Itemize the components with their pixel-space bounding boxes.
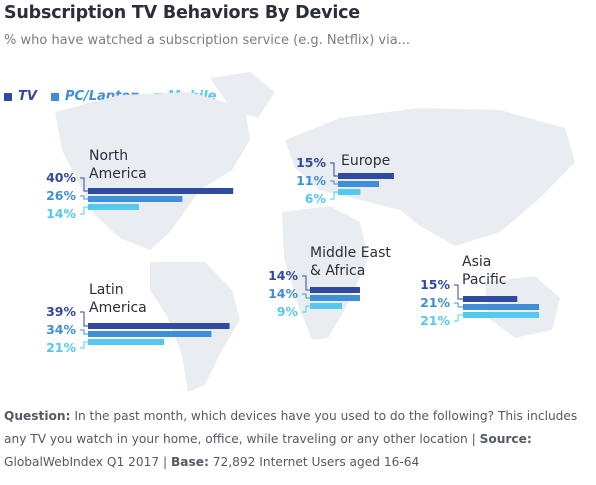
region-group: Europe 15% 11% 6%	[296, 153, 394, 206]
bar-tv	[88, 323, 230, 329]
bar-mobile	[88, 339, 165, 345]
region-group: Middle East & Africa 14% 14% 9%	[268, 245, 391, 319]
bar-tv	[338, 173, 394, 179]
value-label: 14%	[268, 268, 298, 283]
value-label: 21%	[46, 340, 76, 355]
value-connector	[330, 191, 338, 200]
region-label: Latin	[89, 282, 124, 298]
region-label: & Africa	[310, 263, 365, 279]
bar-mobile	[310, 303, 343, 309]
region-label: Europe	[341, 153, 390, 169]
region-label: America	[89, 300, 147, 316]
value-label: 6%	[305, 191, 327, 206]
bar-mobile	[338, 189, 361, 195]
base-label: Base:	[170, 455, 209, 469]
value-connector	[454, 302, 463, 308]
region-label: Pacific	[462, 272, 507, 288]
value-label: 26%	[46, 188, 76, 203]
map-landmass	[55, 92, 250, 250]
bar-pc	[338, 181, 380, 187]
value-connector	[330, 180, 338, 185]
value-connector	[80, 311, 88, 327]
legend-swatch-tv	[4, 92, 12, 101]
source-label: Source:	[479, 432, 532, 446]
legend-swatch-pc	[50, 92, 59, 101]
value-label: 15%	[420, 277, 450, 292]
chart-groups: North America 40% 26% 14% Europe 15% 11% 6% Latin…	[46, 148, 540, 355]
value-connector	[302, 305, 310, 313]
value-label: 14%	[268, 286, 298, 301]
legend-item-tv: TV	[4, 89, 37, 104]
source-text: GlobalWebIndex Q1 2017 |	[4, 455, 171, 469]
bar-pc	[88, 331, 212, 337]
footnote: Question: In the past month, which devic…	[4, 405, 594, 474]
question-label: Question:	[4, 409, 71, 423]
bar-tv	[463, 296, 518, 302]
bar-tv	[310, 287, 360, 293]
map-landmass	[210, 72, 275, 118]
value-connector	[302, 275, 310, 291]
region-group: Latin America 39% 34% 21%	[46, 282, 230, 355]
value-label: 14%	[46, 206, 76, 221]
value-label: 21%	[420, 295, 450, 310]
value-connector	[454, 314, 463, 322]
region-label: North	[89, 148, 128, 164]
value-connector	[80, 177, 88, 192]
region-label: Middle East	[310, 245, 391, 261]
region-label: America	[89, 166, 147, 182]
region-label: Asia	[462, 254, 491, 270]
question-text: In the past month, which devices have yo…	[4, 409, 578, 446]
bar-mobile	[88, 204, 139, 210]
value-label: 21%	[420, 313, 450, 328]
value-label: 11%	[296, 173, 326, 188]
value-connector	[80, 329, 88, 335]
bar-pc	[463, 304, 540, 310]
region-group: Asia Pacific 15% 21% 21%	[420, 254, 540, 328]
chart-title: Subscription TV Behaviors By Device	[4, 3, 360, 23]
bar-pc	[88, 196, 183, 202]
value-connector	[302, 293, 310, 299]
bar-pc	[310, 295, 360, 301]
value-label: 39%	[46, 304, 76, 319]
chart-subtitle: % who have watched a subscription servic…	[4, 33, 411, 48]
bar-tv	[88, 188, 234, 194]
map-landmass	[285, 108, 575, 246]
region-group: North America 40% 26% 14%	[46, 148, 234, 221]
value-connector	[80, 341, 88, 349]
world-map-background	[55, 72, 575, 392]
value-label: 40%	[46, 170, 76, 185]
value-label: 34%	[46, 322, 76, 337]
value-connector	[454, 284, 463, 300]
value-connector	[330, 162, 338, 177]
chart-canvas: North America 40% 26% 14% Europe 15% 11% 6% Latin…	[46, 72, 575, 392]
base-text: 72,892 Internet Users aged 16-64	[208, 455, 420, 469]
value-connector	[80, 206, 88, 215]
map-landmass	[282, 206, 368, 340]
value-label: 15%	[296, 155, 326, 170]
legend-label-tv: TV	[18, 89, 37, 104]
bar-mobile	[463, 312, 540, 318]
value-label: 9%	[277, 304, 299, 319]
value-connector	[80, 195, 88, 200]
